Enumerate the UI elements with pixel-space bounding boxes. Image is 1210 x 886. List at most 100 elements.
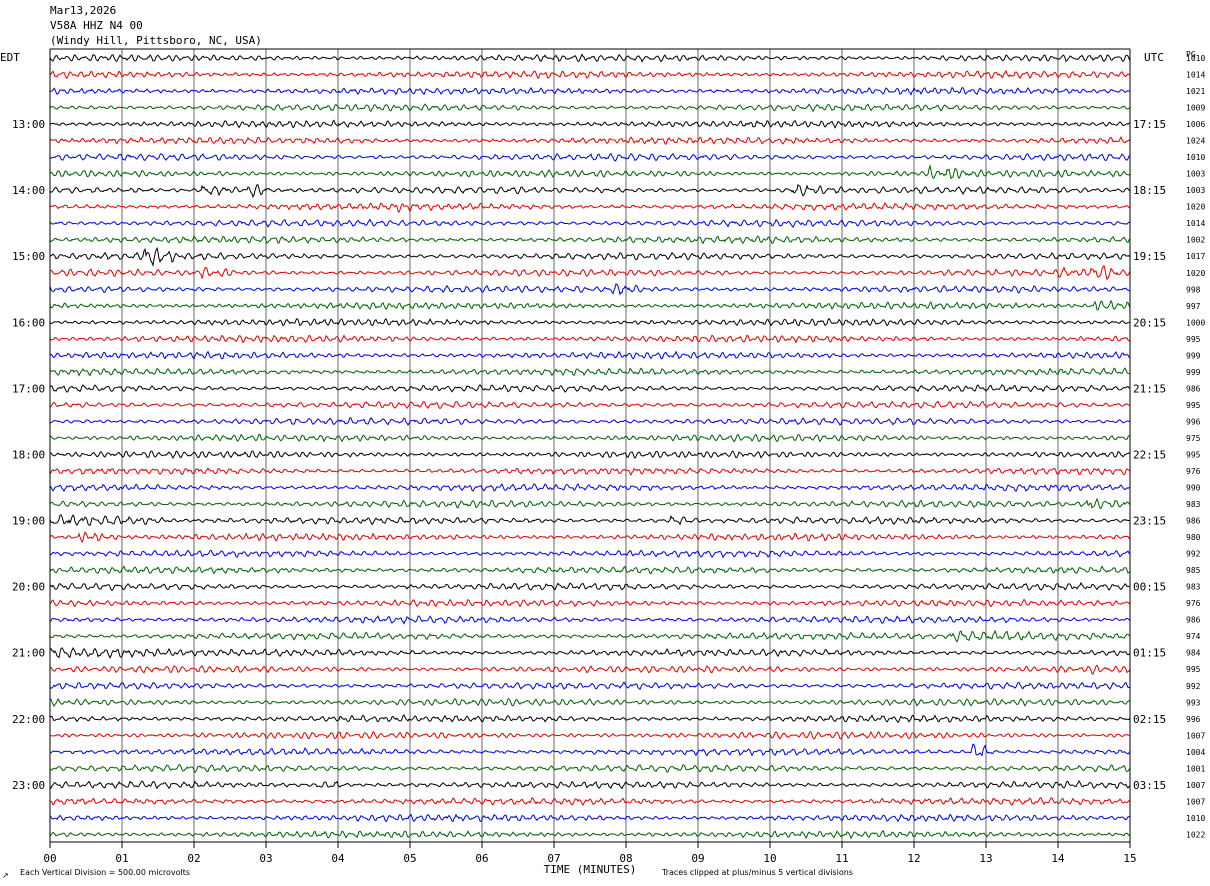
row-value: 998 <box>1186 285 1201 294</box>
x-tick-label: 10 <box>763 852 776 865</box>
trace-line <box>49 467 1131 476</box>
trace-line <box>49 202 1131 214</box>
trace-line <box>49 549 1131 559</box>
seismogram-traces <box>49 53 1131 840</box>
row-value: 986 <box>1186 616 1201 625</box>
left-hour-label: 20:00 <box>12 581 45 594</box>
trace-line <box>49 218 1131 228</box>
row-value: 980 <box>1186 533 1201 542</box>
trace-line <box>49 581 1131 592</box>
right-hour-label: 21:15 <box>1133 382 1166 395</box>
trace-line <box>49 482 1131 493</box>
row-value: 996 <box>1186 715 1201 724</box>
trace-line <box>49 103 1131 113</box>
row-value: 995 <box>1186 401 1201 410</box>
row-value: 1020 <box>1186 269 1205 278</box>
x-tick-label: 03 <box>259 852 272 865</box>
row-value: 1004 <box>1186 748 1205 757</box>
trace-line <box>49 299 1131 311</box>
x-tick-label: 00 <box>43 852 56 865</box>
row-value: 995 <box>1186 665 1201 674</box>
left-hour-label: 17:00 <box>12 382 45 395</box>
trace-line <box>49 829 1131 840</box>
right-hour-label: 18:15 <box>1133 184 1166 197</box>
trace-line <box>49 163 1131 180</box>
trace-line <box>49 647 1131 660</box>
right-hour-label: 22:15 <box>1133 448 1166 461</box>
scale-note: Each Vertical Division = 500.00 microvol… <box>20 868 190 877</box>
left-hour-label: 14:00 <box>12 184 45 197</box>
pg-label: PG <box>1186 50 1196 59</box>
trace-line <box>49 119 1131 129</box>
trace-line <box>49 69 1131 80</box>
row-values: 1010 1014 1021 1009 1006 1024 1010 1003 1003 1020… <box>1186 54 1205 839</box>
row-value: 999 <box>1186 368 1201 377</box>
x-tick-label: 09 <box>691 852 704 865</box>
row-value: 995 <box>1186 335 1201 344</box>
trace-line <box>49 246 1131 267</box>
row-value: 986 <box>1186 384 1201 393</box>
trace-line <box>49 384 1131 393</box>
right-hour-label: 00:15 <box>1133 581 1166 594</box>
row-value: 999 <box>1186 351 1201 360</box>
trace-line <box>49 235 1131 245</box>
trace-line <box>49 450 1131 460</box>
row-value: 992 <box>1186 682 1201 691</box>
row-value: 1022 <box>1186 830 1205 839</box>
row-value: 1000 <box>1186 318 1205 327</box>
row-value: 975 <box>1186 434 1201 443</box>
row-value: 993 <box>1186 698 1201 707</box>
trace-line <box>49 780 1131 790</box>
row-value: 1001 <box>1186 764 1205 773</box>
row-value: 1003 <box>1186 170 1205 179</box>
x-tick-label: 14 <box>1051 852 1065 865</box>
trace-line <box>49 615 1131 625</box>
trace-line <box>49 743 1131 757</box>
right-hour-label: 01:15 <box>1133 647 1166 660</box>
row-value: 1007 <box>1186 731 1205 740</box>
x-tick-label: 12 <box>907 852 920 865</box>
left-hour-label: 13:00 <box>12 118 45 131</box>
row-value: 1014 <box>1186 71 1205 80</box>
row-value: 1010 <box>1186 814 1205 823</box>
trace-line <box>49 497 1131 510</box>
row-value: 983 <box>1186 583 1201 592</box>
row-value: 984 <box>1186 649 1201 658</box>
clip-note: Traces clipped at plus/minus 5 vertical … <box>661 868 853 877</box>
row-value: 992 <box>1186 550 1201 559</box>
row-value: 1021 <box>1186 87 1205 96</box>
left-hour-label: 16:00 <box>12 316 45 329</box>
trace-line <box>49 598 1131 608</box>
trace-line <box>49 797 1131 807</box>
trace-line <box>49 565 1131 575</box>
left-hour-labels: 13:00 14:00 15:00 16:00 17:00 18:00 19:00 20:00… <box>12 118 45 792</box>
x-tick-label: 08 <box>619 852 632 865</box>
trace-line <box>49 53 1131 63</box>
right-hour-label: 20:15 <box>1133 316 1166 329</box>
trace-line <box>49 400 1131 410</box>
x-tick-label: 07 <box>547 852 560 865</box>
left-hour-label: 15:00 <box>12 250 45 263</box>
row-value: 995 <box>1186 450 1201 459</box>
trace-line <box>49 730 1131 740</box>
left-hour-label: 21:00 <box>12 647 45 660</box>
right-hour-label: 03:15 <box>1133 779 1166 792</box>
right-timezone-label: UTC <box>1144 51 1164 64</box>
row-value: 990 <box>1186 484 1201 493</box>
trace-line <box>49 531 1131 544</box>
x-tick-label: 06 <box>475 852 488 865</box>
left-timezone-label: EDT <box>0 51 20 64</box>
x-tick-label: 02 <box>187 852 200 865</box>
row-value: 1007 <box>1186 797 1205 806</box>
plot-date: Mar13,2026 <box>50 4 117 17</box>
right-hour-label: 19:15 <box>1133 250 1166 263</box>
right-hour-labels: 17:15 18:15 19:15 20:15 21:15 22:15 23:15 00:15… <box>1133 118 1166 792</box>
x-tick-label: 01 <box>115 852 128 865</box>
trace-line <box>49 183 1131 199</box>
corner-mark-icon: ↗ <box>2 871 9 880</box>
row-value: 1003 <box>1186 186 1205 195</box>
trace-line <box>49 86 1131 96</box>
trace-line <box>49 283 1131 296</box>
row-value: 983 <box>1186 500 1201 509</box>
